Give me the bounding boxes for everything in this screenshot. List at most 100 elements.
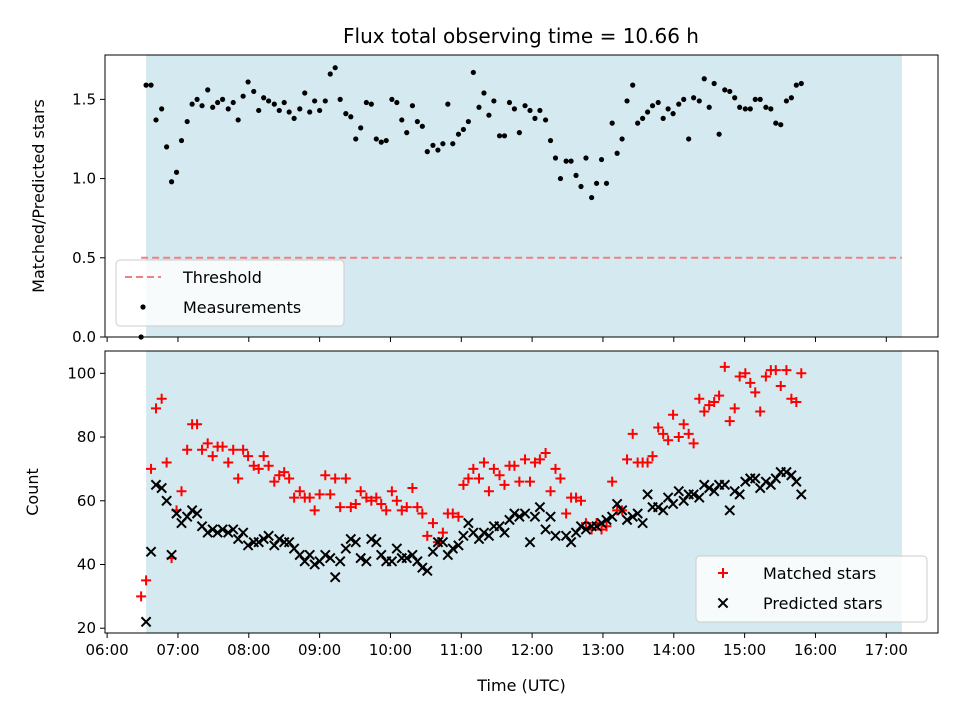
data-point (630, 82, 636, 88)
data-point (683, 428, 694, 439)
data-point (355, 486, 366, 497)
legend-handle (718, 568, 728, 578)
data-point (673, 432, 684, 443)
data-point (529, 511, 541, 523)
data-point (763, 104, 769, 110)
data-point (524, 536, 536, 548)
y-tick-label: 60 (77, 492, 96, 510)
data-point (540, 524, 551, 535)
x-axis-label: Time (UTC) (476, 676, 565, 695)
data-point (181, 511, 193, 523)
legend-label: Predicted stars (763, 594, 883, 613)
data-point (516, 130, 522, 136)
data-point (649, 103, 656, 109)
data-point (621, 514, 633, 526)
data-point (593, 180, 600, 186)
data-point (164, 144, 170, 150)
data-point (616, 505, 628, 516)
data-point (647, 451, 658, 462)
data-point (491, 98, 497, 104)
data-point (783, 98, 790, 104)
data-point (273, 533, 285, 545)
y-tick-label: 80 (77, 428, 96, 446)
y-tick-label: 100 (67, 364, 96, 382)
data-point (283, 536, 295, 548)
data-point (561, 508, 572, 519)
data-point (430, 142, 436, 148)
data-point (422, 530, 433, 541)
data-point (673, 485, 685, 497)
data-point (589, 194, 595, 201)
axes-frame (104, 54, 939, 338)
data-point (141, 575, 152, 586)
x-tick-label: 11:00 (440, 641, 483, 659)
data-point (383, 137, 389, 144)
data-point (153, 117, 159, 123)
data-point (601, 514, 612, 526)
data-point (424, 149, 430, 155)
data-point (404, 130, 410, 136)
data-point (458, 479, 469, 490)
data-point (358, 125, 364, 131)
data-point (791, 396, 802, 407)
data-point (207, 451, 218, 462)
data-point (499, 479, 510, 490)
data-point (458, 530, 469, 542)
data-point (642, 457, 653, 468)
y-tick-label: 40 (77, 555, 96, 573)
data-point (686, 136, 692, 142)
data-point (791, 476, 802, 487)
data-point (199, 103, 205, 109)
x-tick-label: 06:00 (86, 641, 129, 659)
data-point (194, 96, 200, 102)
data-point (640, 115, 646, 121)
data-point (511, 106, 518, 112)
data-point (453, 540, 464, 551)
data-point (768, 106, 774, 112)
data-point (299, 555, 311, 567)
data-point (514, 511, 525, 523)
data-point (314, 489, 325, 500)
data-point (168, 179, 175, 185)
data-point (483, 486, 494, 497)
data-point (781, 365, 792, 376)
data-point (642, 489, 653, 500)
data-point (635, 120, 641, 126)
data-point (724, 416, 735, 427)
data-point (399, 117, 405, 123)
data-point (688, 438, 699, 449)
data-point (171, 508, 182, 519)
data-point (368, 101, 374, 107)
data-point (320, 470, 331, 481)
data-point (161, 495, 172, 507)
data-point (488, 463, 499, 474)
data-point (182, 444, 193, 455)
data-point (614, 150, 620, 156)
axes-frame (104, 350, 939, 634)
data-point (496, 133, 503, 139)
data-point (788, 95, 794, 101)
data-point (159, 106, 165, 112)
data-point (607, 476, 618, 487)
data-point (447, 543, 459, 554)
data-point (302, 90, 308, 96)
legend-label: Measurements (183, 298, 301, 317)
data-point (522, 103, 528, 109)
data-point (565, 536, 577, 548)
data-point (509, 508, 520, 519)
data-point (627, 428, 638, 439)
x-tick-label: 14:00 (652, 641, 695, 659)
y-tick-label: 20 (77, 619, 96, 637)
data-point (228, 444, 239, 455)
data-point (361, 555, 372, 567)
data-point (212, 527, 223, 538)
data-point (245, 79, 251, 85)
series-matched-stars (136, 361, 807, 602)
data-point (757, 96, 763, 102)
data-point (729, 485, 741, 497)
data-point (729, 403, 740, 414)
data-point (235, 117, 241, 123)
data-point (470, 69, 476, 76)
data-point (688, 489, 699, 500)
data-point (716, 131, 722, 137)
